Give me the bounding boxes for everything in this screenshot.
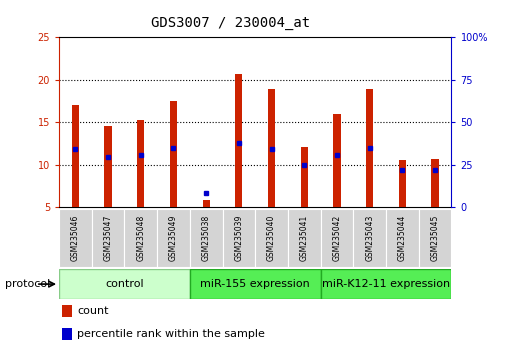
Bar	[399, 160, 406, 207]
Text: GSM235044: GSM235044	[398, 215, 407, 261]
Bar	[333, 114, 341, 207]
Bar	[235, 74, 243, 207]
Bar	[321, 269, 451, 299]
Text: control: control	[105, 279, 144, 289]
Text: GSM235039: GSM235039	[234, 215, 243, 261]
Text: GSM235047: GSM235047	[104, 215, 112, 261]
Bar	[59, 209, 92, 267]
Text: protocol: protocol	[5, 279, 50, 289]
Text: GSM235041: GSM235041	[300, 215, 309, 261]
Bar	[157, 209, 190, 267]
Bar	[62, 328, 72, 340]
Bar	[203, 200, 210, 207]
Bar	[301, 147, 308, 207]
Bar	[419, 209, 451, 267]
Text: GSM235049: GSM235049	[169, 215, 178, 261]
Text: percentile rank within the sample: percentile rank within the sample	[77, 329, 265, 339]
Text: miR-155 expression: miR-155 expression	[201, 279, 310, 289]
Bar	[431, 159, 439, 207]
Text: GSM235040: GSM235040	[267, 215, 276, 261]
Bar	[72, 105, 79, 207]
Bar	[190, 269, 321, 299]
Text: GSM235048: GSM235048	[136, 215, 145, 261]
Text: GSM235043: GSM235043	[365, 215, 374, 261]
Bar	[62, 305, 72, 317]
Text: count: count	[77, 306, 108, 316]
Text: GSM235046: GSM235046	[71, 215, 80, 261]
Bar	[105, 126, 112, 207]
Bar	[386, 209, 419, 267]
Bar	[92, 209, 125, 267]
Text: miR-K12-11 expression: miR-K12-11 expression	[322, 279, 450, 289]
Text: GSM235038: GSM235038	[202, 215, 211, 261]
Bar	[170, 101, 177, 207]
Text: GDS3007 / 230004_at: GDS3007 / 230004_at	[151, 16, 310, 30]
Text: GSM235042: GSM235042	[332, 215, 342, 261]
Bar	[190, 209, 223, 267]
Text: GSM235045: GSM235045	[430, 215, 440, 261]
Bar	[321, 209, 353, 267]
Bar	[124, 209, 157, 267]
Bar	[137, 120, 144, 207]
Bar	[223, 209, 255, 267]
Bar	[353, 209, 386, 267]
Bar	[366, 89, 373, 207]
Bar	[288, 209, 321, 267]
Bar	[268, 89, 275, 207]
Bar	[255, 209, 288, 267]
Bar	[59, 269, 190, 299]
